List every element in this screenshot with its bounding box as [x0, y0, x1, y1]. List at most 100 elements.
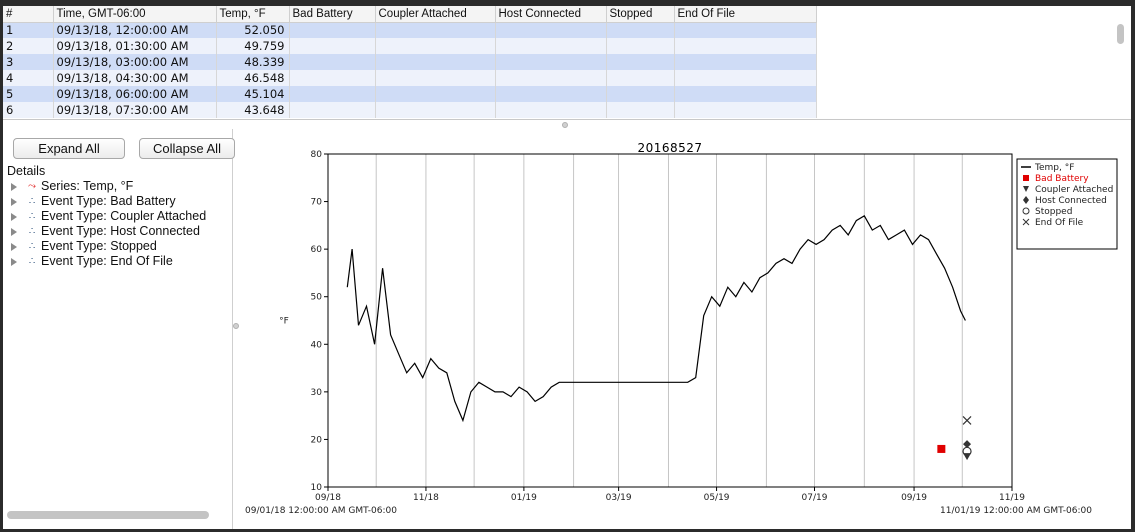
- x-tick-label: 09/19: [901, 493, 927, 503]
- table-cell: 52.050: [216, 22, 290, 38]
- expand-arrow-icon[interactable]: [11, 182, 17, 191]
- table-cell: 09/13/18, 12:00:00 AM: [53, 22, 217, 38]
- x-range-end-label: 11/01/19 12:00:00 AM GMT-06:00: [940, 506, 1092, 516]
- y-tick-label: 50: [311, 293, 323, 303]
- expand-arrow-icon[interactable]: [11, 197, 17, 206]
- tree-item[interactable]: ∴ Event Type: End Of File: [11, 254, 206, 269]
- tree-item[interactable]: ∴ Event Type: Bad Battery: [11, 194, 206, 209]
- coupler-attached-marker: [963, 453, 972, 461]
- table-row[interactable]: 5 09/13/18, 06:00:00 AM 45.104: [3, 86, 817, 102]
- column-header[interactable]: End Of File: [674, 6, 817, 23]
- table-cell: [375, 102, 496, 118]
- table-cell: [289, 86, 376, 102]
- tree-item[interactable]: ∴ Event Type: Host Connected: [11, 224, 206, 239]
- table-cell: [375, 22, 496, 38]
- legend-triangle-swatch: [1023, 186, 1029, 192]
- legend-entry-label: Bad Battery: [1035, 174, 1089, 184]
- event-type-icon: ∴: [28, 211, 36, 222]
- chart-title: 20168527: [637, 141, 702, 155]
- tree-item-label: Event Type: Bad Battery: [41, 194, 176, 208]
- x-tick-label: 11/18: [413, 493, 439, 503]
- y-tick-label: 30: [311, 388, 323, 398]
- tree-item[interactable]: ∴ Event Type: Stopped: [11, 239, 206, 254]
- table-cell: 46.548: [216, 70, 290, 86]
- column-header[interactable]: Temp, °F: [216, 6, 290, 23]
- vertical-split-handle[interactable]: [233, 323, 239, 329]
- table-cell: [495, 86, 607, 102]
- table-cell: 43.648: [216, 102, 290, 118]
- event-type-icon: ∴: [28, 256, 36, 267]
- legend-entry-label: Temp, °F: [1034, 163, 1074, 173]
- table-row[interactable]: 1 09/13/18, 12:00:00 AM 52.050: [3, 22, 817, 38]
- data-table: # Time, GMT-06:00 Temp, °F Bad Battery Coupl…: [3, 6, 817, 118]
- x-tick-label: 03/19: [606, 493, 632, 503]
- column-header[interactable]: Coupler Attached: [375, 6, 496, 23]
- table-cell: [606, 70, 675, 86]
- table-cell: 09/13/18, 04:30:00 AM: [53, 70, 217, 86]
- table-cell: [674, 70, 817, 86]
- event-type-icon: ∴: [28, 226, 36, 237]
- bad-battery-marker: [937, 444, 946, 453]
- event-type-icon: ∴: [28, 196, 36, 207]
- series-line-temp: [346, 214, 966, 423]
- column-header[interactable]: #: [3, 6, 54, 23]
- data-table-panel: # Time, GMT-06:00 Temp, °F Bad Battery Coupl…: [3, 6, 1131, 120]
- table-row[interactable]: 4 09/13/18, 04:30:00 AM 46.548: [3, 70, 817, 86]
- expand-arrow-icon[interactable]: [11, 257, 17, 266]
- table-cell: 09/13/18, 01:30:00 AM: [53, 38, 217, 54]
- table-cell: [495, 70, 607, 86]
- x-tick-label: 01/19: [511, 493, 537, 503]
- tree-item[interactable]: ⤳ Series: Temp, °F: [11, 179, 206, 194]
- tree-item[interactable]: ∴ Event Type: Coupler Attached: [11, 209, 206, 224]
- table-row[interactable]: 2 09/13/18, 01:30:00 AM 49.759: [3, 38, 817, 54]
- table-cell: 3: [3, 54, 54, 70]
- y-tick-label: 60: [311, 245, 323, 255]
- table-cell: [674, 86, 817, 102]
- table-row[interactable]: 3 09/13/18, 03:00:00 AM 48.339: [3, 54, 817, 70]
- y-tick-label: 20: [311, 435, 323, 445]
- window-frame-top: [0, 0, 1135, 6]
- column-header[interactable]: Time, GMT-06:00: [53, 6, 217, 23]
- table-cell: [606, 22, 675, 38]
- expand-arrow-icon[interactable]: [11, 242, 17, 251]
- y-tick-label: 40: [311, 340, 323, 350]
- x-tick-label: 05/19: [704, 493, 730, 503]
- table-cell: [606, 86, 675, 102]
- tree-horizontal-scrollbar[interactable]: [7, 511, 209, 519]
- line-series-icon: ⤳: [28, 181, 36, 192]
- table-row[interactable]: 6 09/13/18, 07:30:00 AM 43.648: [3, 102, 817, 118]
- collapse-all-button[interactable]: Collapse All: [139, 138, 235, 159]
- host-connected-marker: [963, 440, 972, 449]
- window-frame-right: [1131, 0, 1135, 532]
- expand-arrow-icon[interactable]: [11, 227, 17, 236]
- column-header[interactable]: Stopped: [606, 6, 675, 23]
- table-header-row: # Time, GMT-06:00 Temp, °F Bad Battery Coupl…: [3, 6, 817, 23]
- y-tick-label: 70: [311, 198, 323, 208]
- table-cell: [289, 38, 376, 54]
- table-cell: 2: [3, 38, 54, 54]
- table-cell: [375, 54, 496, 70]
- column-header[interactable]: Bad Battery: [289, 6, 376, 23]
- series-tree-panel: Expand All Collapse All Details ⤳ Series:…: [3, 129, 235, 529]
- details-tree: ⤳ Series: Temp, °F ∴ Event Type: Bad Batter…: [11, 179, 206, 269]
- tree-item-label: Event Type: Stopped: [41, 239, 157, 253]
- table-cell: [289, 102, 376, 118]
- table-cell: [375, 38, 496, 54]
- expand-arrow-icon[interactable]: [11, 212, 17, 221]
- table-cell: [495, 102, 607, 118]
- table-cell: [606, 102, 675, 118]
- legend-circle-swatch: [1022, 207, 1030, 215]
- legend-entry-label: Coupler Attached: [1035, 185, 1113, 195]
- table-cell: [674, 22, 817, 38]
- scrollbar-thumb[interactable]: [1117, 24, 1124, 44]
- table-cell: 48.339: [216, 54, 290, 70]
- details-label: Details: [7, 164, 46, 178]
- y-tick-label: 10: [311, 483, 323, 493]
- table-vertical-scrollbar[interactable]: [1116, 24, 1125, 119]
- expand-all-button[interactable]: Expand All: [13, 138, 125, 159]
- table-cell: [495, 22, 607, 38]
- tree-item-label: Event Type: Coupler Attached: [41, 209, 207, 223]
- horizontal-split-handle[interactable]: [562, 122, 568, 128]
- table-cell: [289, 54, 376, 70]
- column-header[interactable]: Host Connected: [495, 6, 607, 23]
